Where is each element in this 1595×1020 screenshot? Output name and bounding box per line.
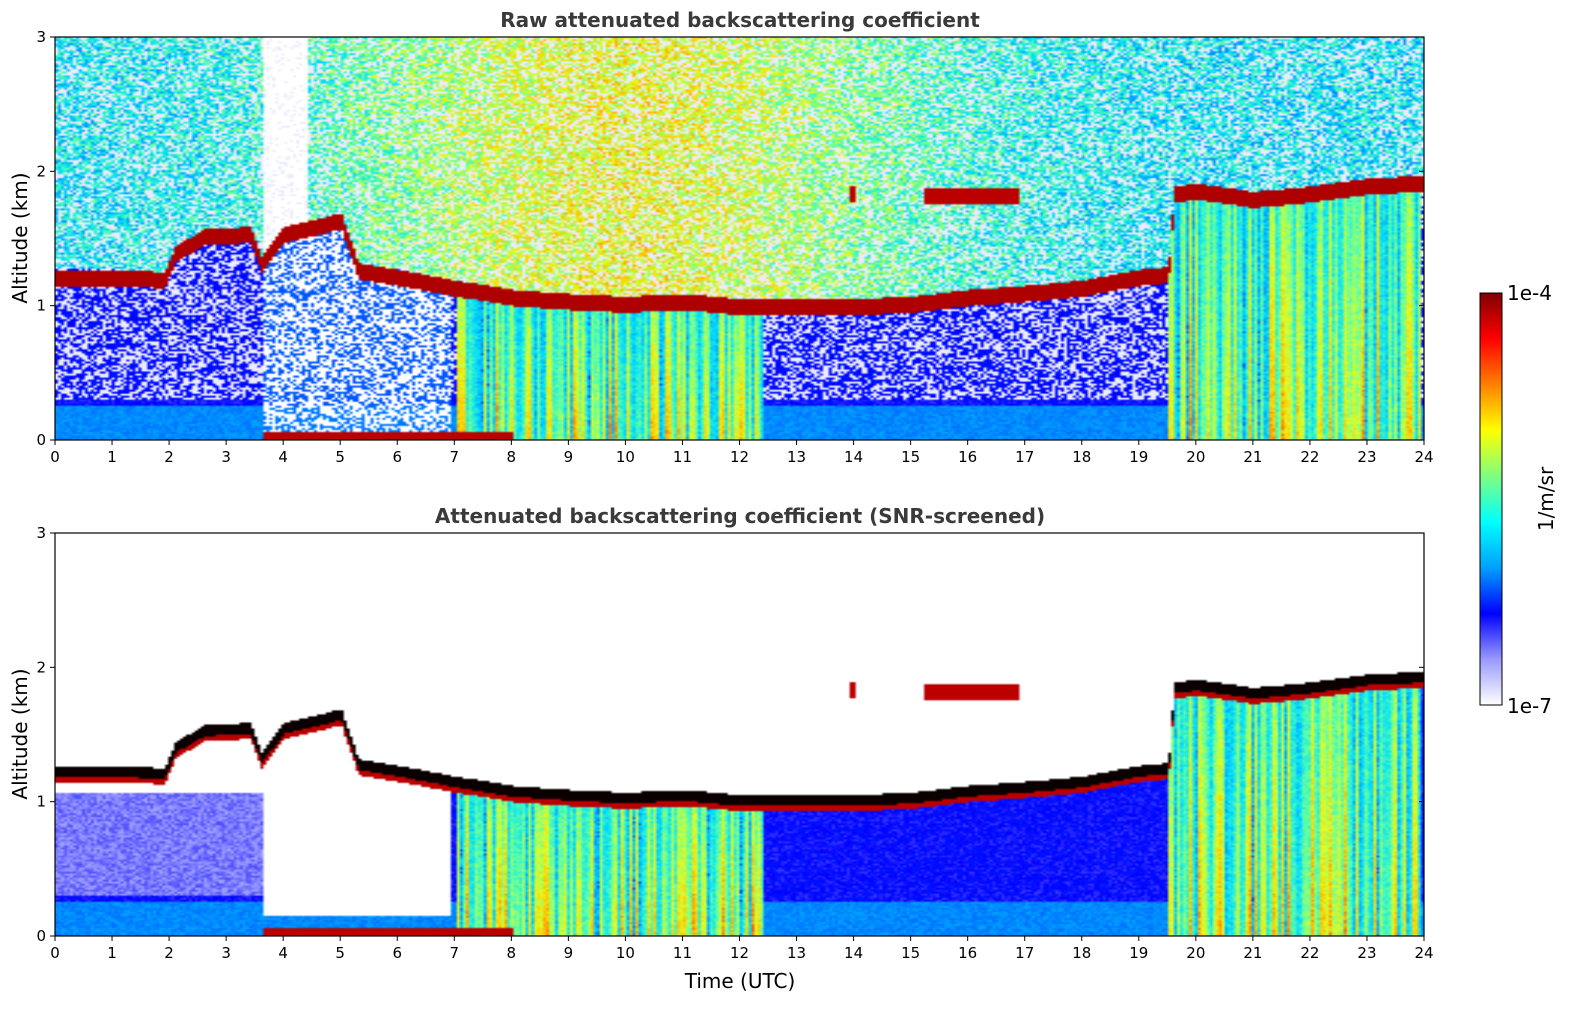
x-tick-label: 2: [164, 944, 174, 962]
panel-1-x-ticks: 0 1 2 3 4 5 6 7 8 9 10 11 12 13 14 15 16 17 18 19 20 21 22 23 24: [50, 440, 1434, 466]
colorbar-max-label: 1e-4: [1507, 281, 1552, 305]
x-tick-label: 24: [1414, 944, 1433, 962]
panel-2-heatmap: [55, 533, 1424, 936]
panel-1-title: Raw attenuated backscattering coefficien…: [500, 8, 980, 32]
x-tick-label: 22: [1300, 944, 1319, 962]
x-tick-label: 20: [1186, 944, 1205, 962]
x-tick-label: 23: [1357, 944, 1376, 962]
panel-2-x-ticks: 0 1 2 3 4 5 6 7 8 9 10 11 12 13 14 15 16 17 18 19 20 21 22 23 24: [50, 936, 1434, 962]
x-tick-label: 15: [901, 448, 920, 466]
panel-2-y-ticks: 0 1 2 3: [36, 524, 1424, 945]
y-tick-label: 3: [36, 28, 46, 46]
x-tick-label: 6: [392, 944, 402, 962]
panel-2-plot: 0 1 2 3 4 5 6 7 8 9 10 11 12 13 14 15 16 17 18 19 20 21 22 23 24…: [36, 524, 1433, 962]
x-tick-label: 10: [616, 944, 635, 962]
x-tick-label: 15: [901, 944, 920, 962]
y-tick-label: 1: [36, 297, 46, 315]
panel-2-y-axis-label: Altitude (km): [8, 668, 32, 799]
y-tick-label: 2: [36, 658, 46, 676]
x-tick-label: 24: [1414, 448, 1433, 466]
panel-1-y-axis-label: Altitude (km): [8, 172, 32, 303]
colorbar: [1479, 292, 1503, 706]
x-tick-label: 7: [450, 944, 460, 962]
y-tick-label: 2: [36, 162, 46, 180]
panel-2-title: Attenuated backscattering coefficient (S…: [435, 504, 1045, 528]
x-tick-label: 17: [1015, 944, 1034, 962]
x-tick-label: 13: [787, 944, 806, 962]
x-tick-label: 2: [164, 448, 174, 466]
x-tick-label: 18: [1072, 944, 1091, 962]
x-tick-label: 1: [107, 944, 117, 962]
x-tick-label: 0: [50, 944, 60, 962]
x-tick-label: 16: [958, 448, 977, 466]
x-tick-label: 21: [1243, 448, 1262, 466]
y-tick-label: 3: [36, 524, 46, 542]
x-tick-label: 19: [1129, 448, 1148, 466]
x-tick-label: 23: [1357, 448, 1376, 466]
x-tick-label: 5: [335, 448, 345, 466]
x-tick-label: 20: [1186, 448, 1205, 466]
x-tick-label: 8: [507, 944, 517, 962]
x-tick-label: 17: [1015, 448, 1034, 466]
colorbar-unit-label: 1/m/sr: [1534, 466, 1558, 531]
colorbar-min-label: 1e-7: [1507, 694, 1552, 718]
x-tick-label: 3: [221, 944, 231, 962]
x-tick-label: 18: [1072, 448, 1091, 466]
x-tick-label: 11: [673, 448, 692, 466]
x-tick-label: 12: [730, 448, 749, 466]
x-tick-label: 9: [564, 448, 574, 466]
x-tick-label: 19: [1129, 944, 1148, 962]
x-tick-label: 4: [278, 944, 288, 962]
x-tick-label: 12: [730, 944, 749, 962]
x-tick-label: 11: [673, 944, 692, 962]
y-tick-label: 1: [36, 793, 46, 811]
panel-1-plot: 0 1 2 3 4 5 6 7 8 9 10 11 12 13 14 15 16 17 18 19 20 21 22 23 24…: [36, 28, 1433, 466]
x-tick-label: 16: [958, 944, 977, 962]
y-tick-label: 0: [36, 927, 46, 945]
x-tick-label: 3: [221, 448, 231, 466]
x-tick-label: 8: [507, 448, 517, 466]
x-tick-label: 22: [1300, 448, 1319, 466]
x-axis-label: Time (UTC): [684, 969, 796, 993]
x-tick-label: 6: [392, 448, 402, 466]
x-tick-label: 13: [787, 448, 806, 466]
panel-1-heatmap: [55, 37, 1424, 440]
x-tick-label: 9: [564, 944, 574, 962]
panel-1-y-ticks: 0 1 2 3: [36, 28, 1424, 449]
x-tick-label: 1: [107, 448, 117, 466]
x-tick-label: 14: [844, 944, 863, 962]
x-tick-label: 0: [50, 448, 60, 466]
x-tick-label: 10: [616, 448, 635, 466]
x-tick-label: 21: [1243, 944, 1262, 962]
x-tick-label: 5: [335, 944, 345, 962]
x-tick-label: 14: [844, 448, 863, 466]
x-tick-label: 7: [450, 448, 460, 466]
x-tick-label: 4: [278, 448, 288, 466]
y-tick-label: 0: [36, 431, 46, 449]
